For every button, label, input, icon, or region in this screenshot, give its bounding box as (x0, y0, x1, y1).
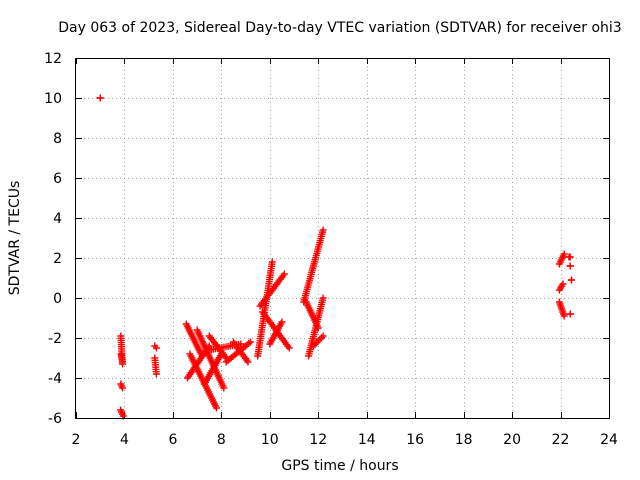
point-segment (229, 338, 252, 366)
data-point (566, 310, 574, 318)
point-segment (555, 298, 568, 320)
data-point (319, 226, 327, 234)
x-tick-label: 6 (168, 432, 177, 448)
point-segment (151, 342, 160, 352)
point-segment (117, 406, 127, 420)
point-segment (305, 294, 327, 360)
y-tick-label: -4 (48, 371, 62, 387)
data-point (567, 276, 575, 284)
y-tick-label: -2 (48, 331, 62, 347)
point-segment (309, 332, 327, 350)
data-point (237, 340, 245, 348)
point-segment (205, 340, 245, 354)
point-segment (300, 226, 327, 306)
data-point (285, 344, 293, 352)
point-segment (117, 380, 127, 392)
y-tick-label: 8 (53, 131, 62, 147)
grid-lines (76, 58, 609, 418)
x-tick-label: 10 (261, 432, 279, 448)
x-tick-label: 2 (72, 432, 81, 448)
point-segment (566, 310, 574, 318)
data-point (119, 384, 127, 392)
y-tick-label: 4 (53, 211, 62, 227)
point-segment (256, 270, 288, 310)
data-point (220, 384, 228, 392)
data-point (246, 338, 254, 346)
y-tick-label: 6 (53, 171, 62, 187)
y-tick-label: -6 (48, 411, 62, 427)
point-segment (567, 276, 575, 284)
x-tick-label: 18 (455, 432, 473, 448)
data-point (213, 404, 221, 412)
x-tick-label: 24 (600, 432, 618, 448)
data-point (244, 358, 252, 366)
point-segment (266, 318, 286, 348)
data-point (560, 312, 568, 320)
data-point (152, 344, 160, 352)
x-tick-label: 4 (120, 432, 129, 448)
x-tick-label: 8 (217, 432, 226, 448)
chart-title: Day 063 of 2023, Sidereal Day-to-day VTE… (58, 20, 621, 36)
x-tick-label: 16 (406, 432, 424, 448)
point-segment (302, 298, 322, 332)
y-tick-label: 2 (53, 251, 62, 267)
data-point (280, 270, 288, 278)
x-tick-label: 12 (309, 432, 327, 448)
y-tick-labels: -6 -4 -2 0 2 4 6 8 10 12 (44, 51, 62, 427)
point-segment (565, 253, 574, 261)
y-tick-label: 0 (53, 291, 62, 307)
data-point (268, 258, 276, 266)
data-point (152, 370, 160, 378)
data-point (278, 318, 286, 326)
data-point (319, 294, 327, 302)
data-point (319, 332, 327, 340)
data-point (119, 358, 127, 366)
point-segment (117, 350, 127, 366)
x-tick-label: 20 (503, 432, 521, 448)
y-tick-label: 10 (44, 91, 62, 107)
data-point (318, 334, 326, 342)
x-tick-label: 22 (552, 432, 570, 448)
x-axis-label: GPS time / hours (281, 458, 398, 474)
data-points (96, 94, 575, 420)
plot-frame (75, 58, 610, 419)
point-segment (183, 342, 213, 382)
point-segment (555, 280, 567, 294)
point-segment (186, 350, 221, 412)
y-tick-label: 12 (44, 51, 62, 67)
x-tick-label: 14 (358, 432, 376, 448)
data-point (560, 250, 568, 258)
data-point (316, 335, 324, 343)
data-point (566, 253, 574, 261)
data-point (559, 280, 567, 288)
point-segment (555, 250, 568, 268)
point-segment (96, 94, 104, 102)
x-tick-labels: 2 4 6 8 10 12 14 16 18 20 22 24 (72, 432, 618, 448)
y-axis-label: SDTVAR / TECUs (7, 181, 23, 296)
data-point (96, 94, 104, 102)
data-point (566, 262, 574, 270)
point-segment (566, 262, 574, 270)
point-segment (151, 354, 160, 378)
